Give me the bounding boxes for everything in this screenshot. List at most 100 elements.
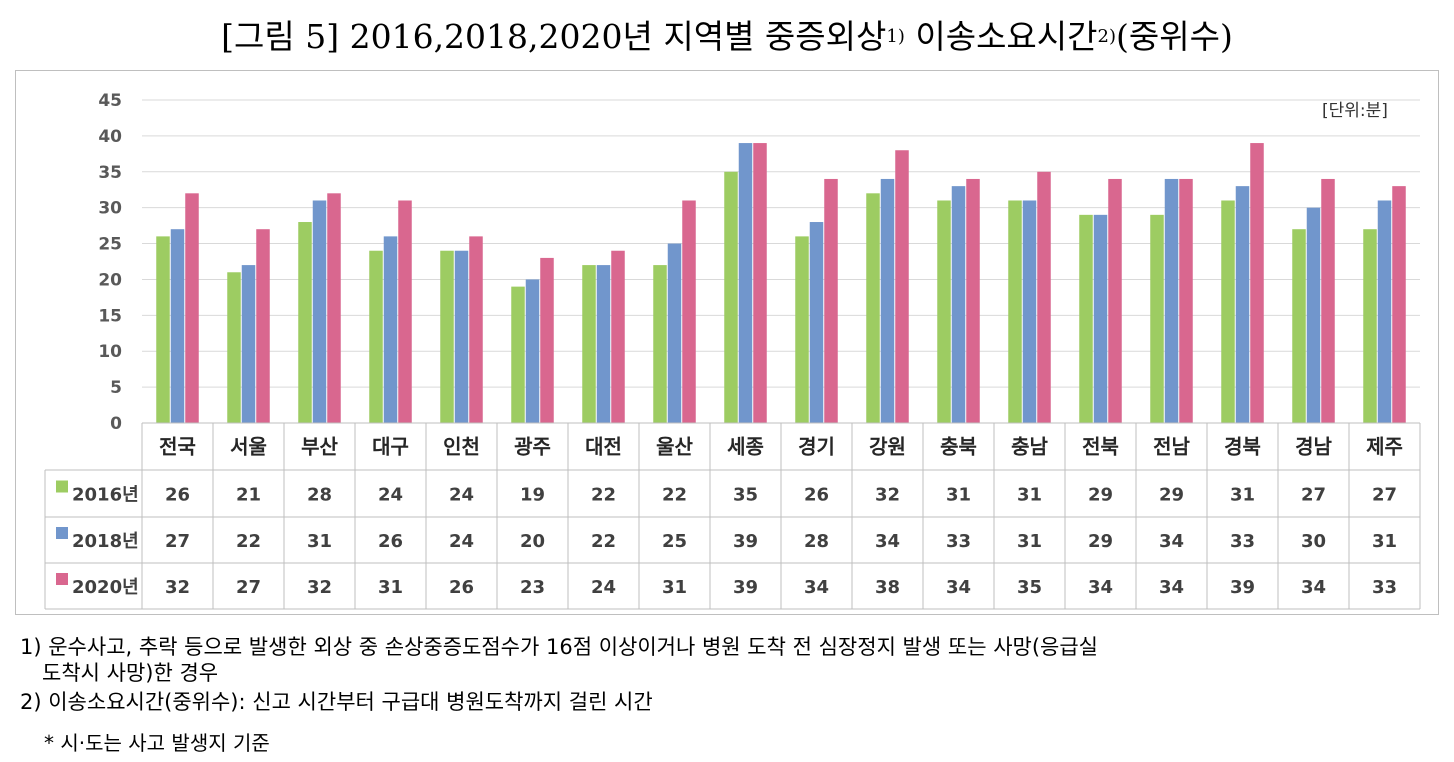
category-label: 대구 (372, 435, 409, 459)
bar (1221, 200, 1235, 423)
data-cell: 28 (307, 485, 332, 506)
bar (1093, 214, 1108, 423)
data-cell: 27 (1301, 485, 1326, 506)
bar (1108, 178, 1122, 423)
bar (582, 265, 596, 423)
footnote-3: * 시·도는 사고 발생지 기준 (44, 731, 270, 755)
title-end: (중위수) (1116, 17, 1233, 56)
bar (511, 286, 525, 423)
bar (1321, 178, 1335, 423)
category-label: 세종 (727, 435, 764, 459)
data-cell: 24 (591, 577, 616, 598)
legend-label: 2020년 (72, 577, 139, 598)
bar (1079, 214, 1093, 423)
bar (824, 178, 838, 423)
category-label: 강원 (869, 435, 906, 459)
data-cell: 25 (662, 531, 687, 552)
legend-label: 2018년 (72, 531, 139, 552)
y-tick-label: 15 (98, 306, 122, 326)
bar (170, 229, 185, 423)
bar (469, 236, 483, 423)
data-cell: 31 (378, 577, 403, 598)
data-cell: 22 (591, 531, 616, 552)
category-label: 경남 (1295, 435, 1332, 459)
bar (525, 279, 540, 423)
y-tick-label: 25 (98, 235, 122, 255)
category-label: 부산 (301, 435, 338, 459)
legend-key (56, 573, 68, 585)
bar (753, 143, 767, 424)
bar (951, 186, 966, 423)
category-label: 인천 (443, 435, 480, 459)
data-cell: 29 (1088, 485, 1113, 506)
bar (398, 200, 412, 423)
bar (1022, 200, 1037, 423)
data-cell: 31 (1017, 485, 1042, 506)
bar (866, 193, 880, 423)
data-cell: 27 (165, 531, 190, 552)
data-cell: 31 (1372, 531, 1397, 552)
data-cell: 34 (1301, 577, 1326, 598)
category-label: 전남 (1153, 435, 1190, 459)
data-cell: 21 (236, 485, 261, 506)
data-cell: 39 (1230, 577, 1255, 598)
y-tick-label: 30 (98, 199, 122, 219)
category-label: 경기 (798, 435, 835, 459)
category-label: 전국 (159, 435, 196, 459)
bar (1292, 229, 1306, 423)
data-cell: 27 (1372, 485, 1397, 506)
bar (1008, 200, 1022, 423)
y-tick-label: 5 (110, 378, 122, 398)
data-cell: 26 (378, 531, 403, 552)
data-cell: 24 (378, 485, 403, 506)
data-cell: 29 (1159, 485, 1184, 506)
title-footnote-2: 2) (1097, 26, 1116, 47)
data-cell: 30 (1301, 531, 1326, 552)
data-cell: 32 (165, 577, 190, 598)
title-footnote-1: 1) (886, 26, 905, 47)
bar (1250, 143, 1264, 424)
data-cell: 20 (520, 531, 545, 552)
bar (369, 250, 383, 423)
unit-label: [단위:분] (1322, 101, 1388, 121)
y-tick-label: 35 (98, 163, 122, 183)
data-cell: 29 (1088, 531, 1113, 552)
data-cell: 26 (804, 485, 829, 506)
data-cell: 34 (875, 531, 900, 552)
category-label: 서울 (230, 435, 267, 459)
bar (1306, 207, 1321, 423)
data-cell: 32 (875, 485, 900, 506)
data-cell: 19 (520, 485, 545, 506)
category-label: 울산 (656, 435, 693, 459)
data-cell: 24 (449, 485, 474, 506)
bar (241, 265, 256, 423)
bar (809, 222, 824, 423)
data-cell: 23 (520, 577, 545, 598)
category-label: 충남 (1011, 435, 1048, 459)
data-cell: 31 (307, 531, 332, 552)
bar (156, 236, 170, 423)
data-cell: 22 (236, 531, 261, 552)
bar (937, 200, 951, 423)
bar (1235, 186, 1250, 423)
bar (227, 272, 241, 423)
data-cell: 31 (946, 485, 971, 506)
legend-key (56, 480, 68, 493)
data-cell: 33 (1372, 577, 1397, 598)
data-cell: 39 (733, 531, 758, 552)
legend-label: 2016년 (72, 485, 139, 506)
data-cell: 32 (307, 577, 332, 598)
bar (540, 257, 554, 423)
bar (1377, 200, 1392, 423)
bar (185, 193, 199, 423)
title-mid: 이송소요시간 (904, 17, 1098, 56)
bar (256, 229, 270, 423)
bar (298, 222, 312, 423)
category-label: 제주 (1366, 435, 1403, 459)
bar (724, 171, 738, 423)
data-cell: 35 (1017, 577, 1042, 598)
bar (440, 250, 454, 423)
data-cell: 35 (733, 485, 758, 506)
title-main: [그림 5] 2016,2018,2020년 지역별 중증외상 (221, 17, 887, 56)
